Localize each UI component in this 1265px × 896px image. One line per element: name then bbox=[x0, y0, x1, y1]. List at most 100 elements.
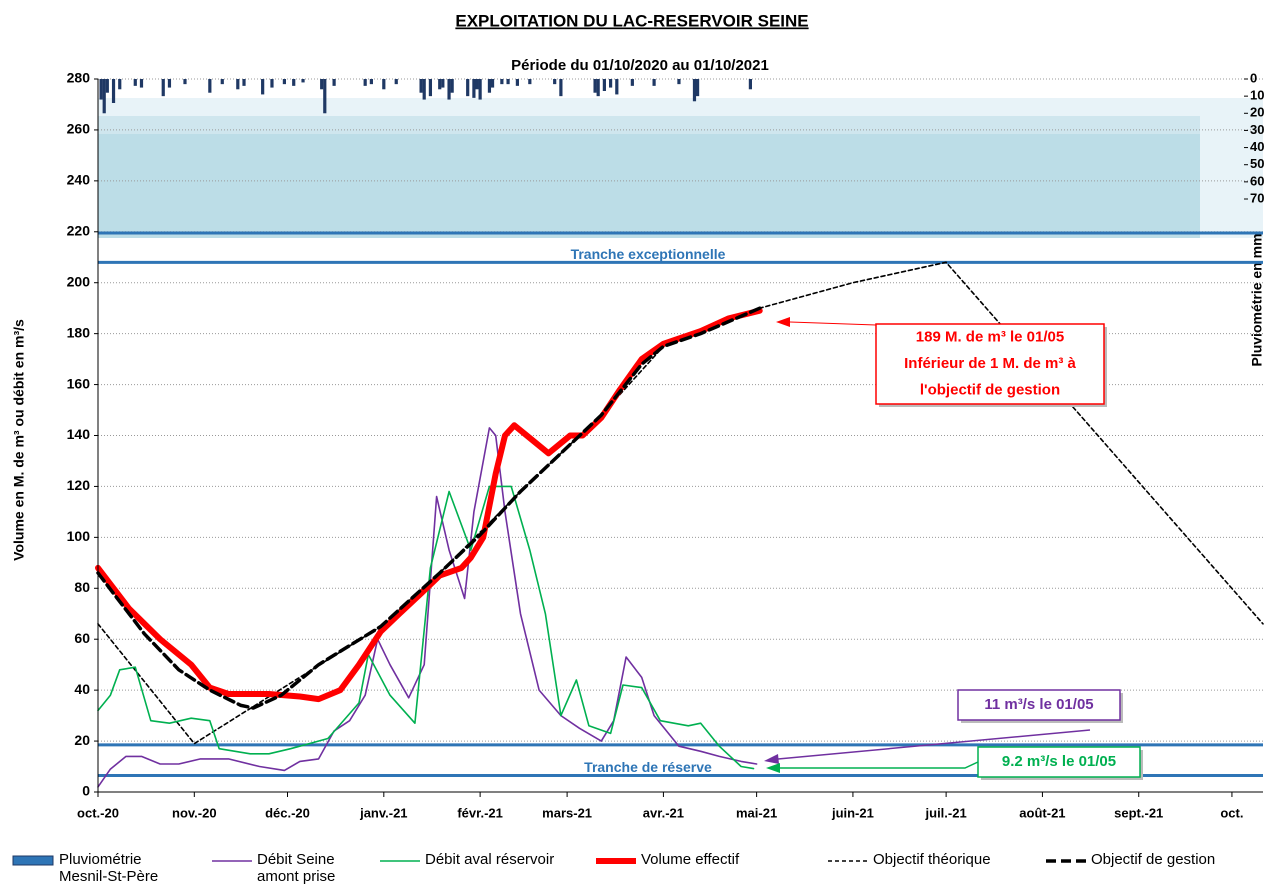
rain-bar bbox=[292, 79, 296, 86]
legend-label: Débit aval réservoir bbox=[425, 851, 555, 868]
rain-bar bbox=[369, 79, 373, 85]
rain-bar bbox=[506, 79, 510, 85]
rain-bar bbox=[382, 79, 386, 90]
series-line bbox=[95, 307, 763, 703]
x-tick-label: mai-21 bbox=[736, 805, 777, 820]
y2-tick-label: 60 bbox=[1250, 173, 1264, 188]
y-tick-label: 0 bbox=[82, 783, 90, 799]
x-tick-label: janv.-21 bbox=[359, 805, 407, 820]
annotation-text: 9.2 m³/s le 01/05 bbox=[1002, 753, 1116, 770]
chart-subtitle: Période du 01/10/2020 au 01/10/2021 bbox=[511, 57, 769, 74]
rain-bar bbox=[208, 79, 212, 93]
legend-item: Volume effectif bbox=[594, 851, 814, 868]
rain-bar bbox=[118, 79, 122, 90]
y2-axis-title: Pluviométrie en mm bbox=[1249, 233, 1265, 366]
annotation-text: 189 M. de m³ le 01/05 bbox=[916, 328, 1064, 345]
rain-bar bbox=[596, 79, 600, 97]
y-tick-label: 260 bbox=[67, 121, 91, 137]
series-line bbox=[97, 427, 758, 788]
rain-bar bbox=[441, 79, 445, 88]
legend-swatch bbox=[12, 855, 54, 866]
legend-swatch bbox=[596, 858, 636, 864]
y2-tick-label: 0 bbox=[1250, 70, 1257, 85]
rain-bar bbox=[99, 79, 103, 100]
rain-bar bbox=[630, 79, 634, 86]
x-tick-label: août-21 bbox=[1019, 805, 1065, 820]
y-tick-label: 200 bbox=[67, 273, 91, 289]
rain-bar bbox=[332, 79, 336, 86]
legend-item: Objectif théorique bbox=[826, 851, 1036, 868]
rain-bar bbox=[695, 79, 700, 97]
legend-swatch bbox=[212, 860, 252, 862]
y-tick-label: 80 bbox=[74, 579, 90, 595]
y-tick-label: 100 bbox=[67, 528, 91, 544]
rain-bar bbox=[419, 79, 423, 93]
y-tick-label: 120 bbox=[67, 477, 91, 493]
rain-bar bbox=[363, 79, 367, 86]
legend-label: Pluviométrie Mesnil-St-Père bbox=[59, 851, 159, 885]
legend-item: Objectif de gestion bbox=[1044, 851, 1264, 868]
y2-tick-label: 50 bbox=[1250, 156, 1264, 171]
legend-item: Débit Seine amont prise bbox=[210, 851, 350, 885]
rain-bar bbox=[438, 79, 442, 90]
y-tick-label: 60 bbox=[74, 630, 90, 646]
rain-bar bbox=[609, 79, 613, 88]
rain-bar bbox=[553, 79, 557, 85]
legend-label: Débit Seine amont prise bbox=[257, 851, 336, 885]
x-tick-label: mars-21 bbox=[542, 805, 592, 820]
rain-bar bbox=[515, 79, 519, 86]
y2-tick-label: 30 bbox=[1250, 122, 1264, 137]
legend-item: Débit aval réservoir bbox=[378, 851, 588, 868]
rain-bar bbox=[487, 79, 492, 93]
x-tick-label: sept.-21 bbox=[1114, 805, 1163, 820]
x-tick-label: oct. bbox=[1220, 805, 1243, 820]
series-line bbox=[97, 485, 755, 770]
rain-bar bbox=[242, 79, 246, 86]
rain-bar bbox=[615, 79, 619, 95]
legend-symbol bbox=[12, 855, 54, 866]
x-tick-label: juil.-21 bbox=[925, 805, 967, 820]
rain-bar bbox=[466, 79, 470, 97]
y-tick-label: 240 bbox=[67, 172, 91, 188]
y2-tick-label: 20 bbox=[1250, 105, 1264, 120]
rain-bar bbox=[394, 79, 398, 85]
rain-bar bbox=[528, 79, 532, 85]
rain-bar bbox=[323, 79, 327, 114]
annotation-leader bbox=[789, 321, 877, 326]
y2-tick-label: 40 bbox=[1250, 139, 1264, 154]
annotation-leader bbox=[780, 761, 979, 769]
legend-label: Objectif théorique bbox=[873, 851, 991, 868]
chart: EXPLOITATION DU LAC-RESERVOIR SEINE Péri… bbox=[11, 11, 1265, 820]
rain-bar bbox=[133, 79, 137, 86]
y-tick-label: 140 bbox=[67, 426, 91, 442]
annotation-arrow bbox=[764, 754, 779, 764]
y-tick-label: 220 bbox=[67, 222, 91, 238]
rain-bar bbox=[602, 79, 606, 91]
annotation-text: 11 m³/s le 01/05 bbox=[984, 696, 1093, 713]
rain-bar bbox=[111, 79, 116, 103]
x-tick-label: déc.-20 bbox=[265, 805, 310, 820]
rain-bar bbox=[161, 79, 165, 97]
legend-swatch bbox=[828, 860, 868, 862]
x-tick-label: nov.-20 bbox=[172, 805, 217, 820]
y-tick-label: 180 bbox=[67, 324, 91, 340]
legend-item: Pluviométrie Mesnil-St-Père bbox=[12, 851, 182, 885]
legend-swatch bbox=[1046, 859, 1086, 863]
rain-bar bbox=[301, 79, 305, 83]
rain-bar bbox=[167, 79, 172, 88]
annotation-text: Inférieur de 1 M. de m³ à bbox=[904, 355, 1076, 372]
x-tick-label: juin-21 bbox=[831, 805, 874, 820]
rain-bar bbox=[652, 79, 656, 86]
rain-bar bbox=[748, 79, 752, 90]
rain-bar bbox=[428, 79, 433, 97]
reference-label: Tranche exceptionnelle bbox=[571, 246, 726, 262]
legend-swatch bbox=[380, 860, 420, 862]
y-axis-title: Volume en M. de m³ ou débit en m³/s bbox=[11, 319, 27, 561]
rain-bar bbox=[422, 79, 426, 100]
rain-bar bbox=[183, 79, 187, 85]
rain-bar bbox=[500, 79, 504, 85]
y2-tick-label: 70 bbox=[1250, 190, 1264, 205]
rain-bar bbox=[236, 79, 240, 90]
y-tick-label: 20 bbox=[74, 732, 90, 748]
